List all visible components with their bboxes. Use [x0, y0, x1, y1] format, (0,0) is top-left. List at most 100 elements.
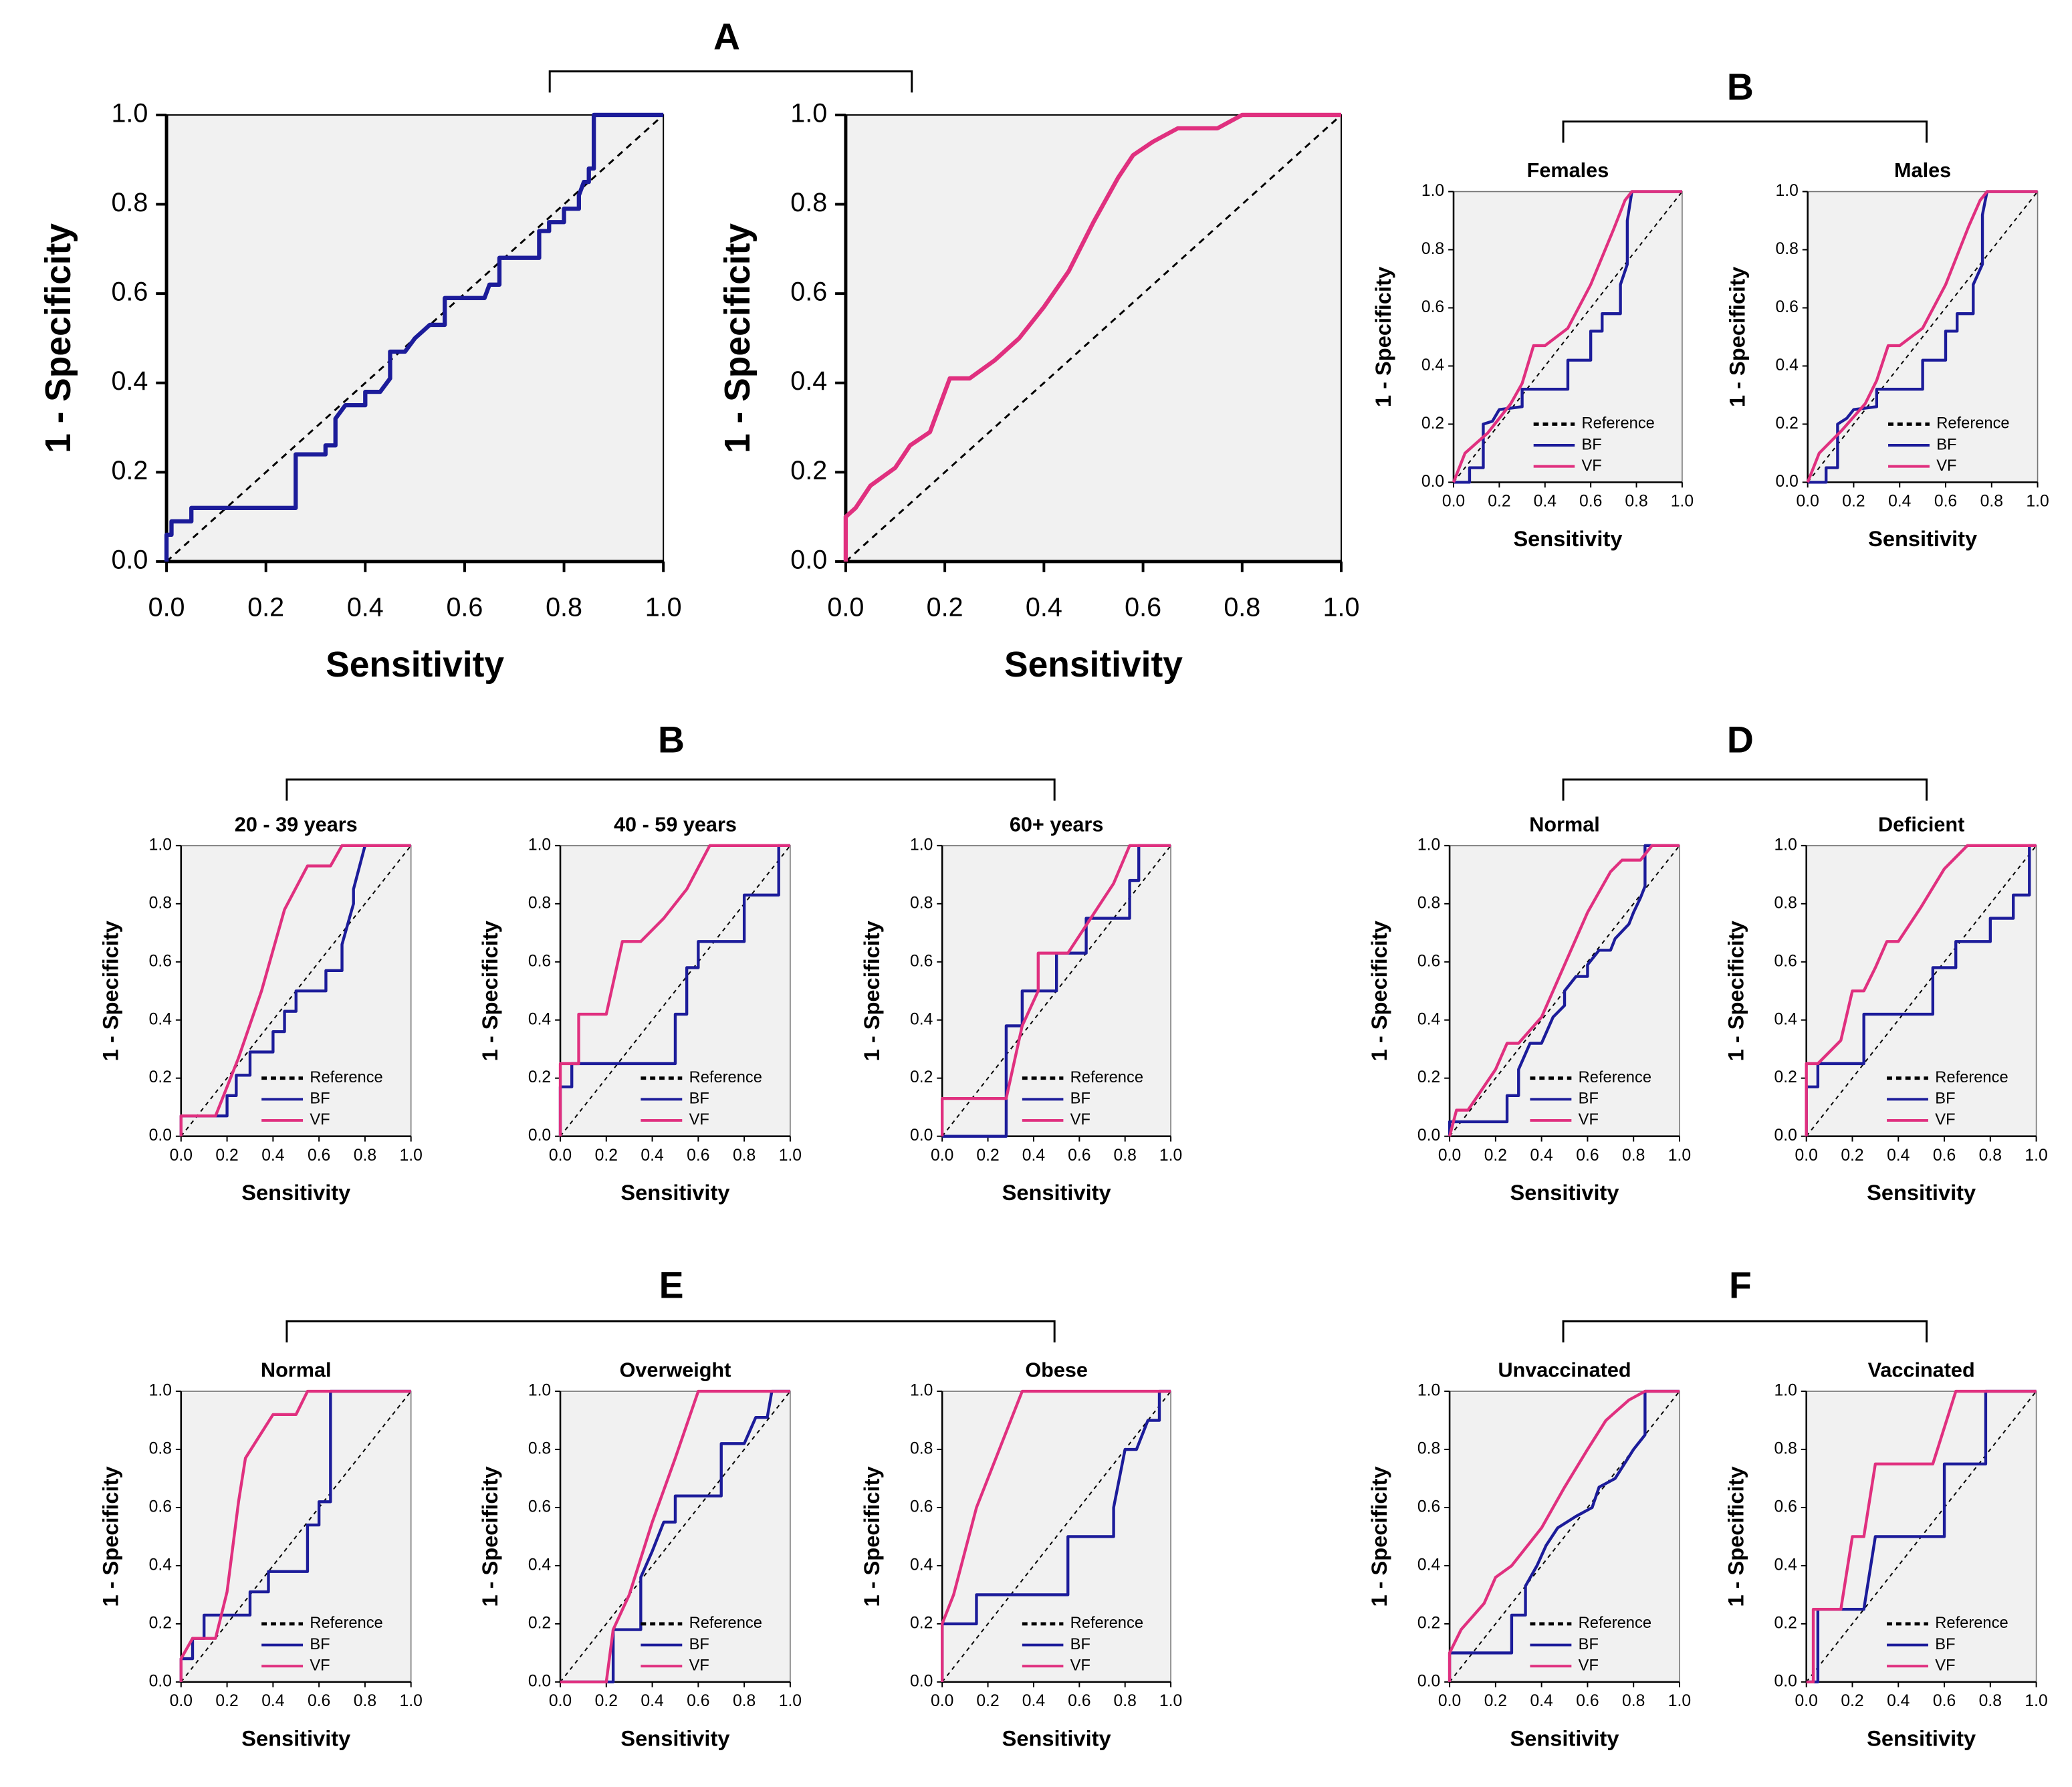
bracket	[548, 70, 913, 93]
x-tick-label: 0.4	[1534, 493, 1557, 511]
x-tick-label: 0.2	[595, 1147, 618, 1165]
legend-label: BF	[1070, 1090, 1090, 1108]
y-tick-label: 0.6	[1417, 1498, 1440, 1516]
x-tick-label: 0.2	[1841, 1692, 1863, 1710]
x-tick-label: 1.0	[779, 1147, 802, 1165]
reference-line	[181, 1391, 412, 1683]
legend-label: VF	[1579, 1657, 1599, 1674]
y-tick-label: 0.4	[1776, 356, 1799, 374]
y-tick-label: 0.0	[790, 545, 827, 574]
y-axis-label: 1 - Specificity	[859, 921, 884, 1061]
legend-label: BF	[1579, 1090, 1599, 1108]
bracket	[1562, 778, 1928, 801]
reference-line	[560, 1391, 791, 1683]
y-tick-label: 0.2	[1774, 1614, 1797, 1632]
y-tick-label: 0.4	[528, 1556, 551, 1574]
roc-curve	[942, 844, 1171, 1138]
x-tick-label: 0.0	[549, 1147, 572, 1165]
y-tick-label: 0.4	[910, 1010, 933, 1028]
y-tick-label: 0.2	[1417, 1614, 1440, 1632]
legend-label: VF	[689, 1111, 709, 1128]
y-axis-label: 1 - Specificity	[98, 1466, 123, 1606]
x-tick-label: 0.2	[1842, 493, 1865, 511]
y-tick-label: 0.0	[910, 1126, 933, 1145]
x-axis-label: Sensitivity	[620, 1725, 729, 1750]
x-tick-label: 0.2	[1841, 1147, 1863, 1165]
y-tick-label: 0.6	[149, 952, 172, 970]
x-tick-label: 1.0	[1671, 493, 1694, 511]
reference-line	[560, 845, 791, 1137]
y-tick-label: 0.2	[528, 1068, 551, 1086]
x-tick-label: 1.0	[645, 593, 682, 622]
roc-curve	[1805, 844, 2037, 1137]
legend-label: VF	[310, 1657, 330, 1674]
y-tick-label: 1.0	[910, 836, 933, 854]
x-axis-label: Sensitivity	[620, 1180, 729, 1205]
x-tick-label: 0.8	[354, 1692, 376, 1710]
legend-label: BF	[689, 1090, 709, 1108]
legend-label: BF	[310, 1090, 330, 1108]
bracket	[1562, 1320, 1928, 1342]
y-tick-label: 0.6	[1774, 952, 1797, 970]
x-tick-label: 0.0	[1795, 1692, 1818, 1710]
x-tick-label: 0.0	[1797, 493, 1819, 511]
x-tick-label: 0.0	[148, 593, 185, 622]
subplot-title: Males	[1894, 159, 1951, 182]
y-tick-label: 0.6	[910, 1498, 933, 1516]
y-tick-label: 0.6	[528, 952, 551, 970]
x-tick-label: 0.2	[247, 593, 284, 622]
legend-label: Reference	[1579, 1615, 1651, 1632]
y-tick-label: 0.0	[1421, 473, 1444, 491]
x-axis-label: Sensitivity	[1867, 1725, 1976, 1750]
x-tick-label: 0.4	[1530, 1147, 1552, 1165]
x-tick-label: 0.8	[1114, 1147, 1137, 1165]
roc-curve	[941, 844, 1171, 1137]
y-tick-label: 1.0	[528, 1382, 551, 1400]
y-axis-label: 1 - Specificity	[477, 1466, 502, 1606]
legend-label: VF	[1579, 1111, 1599, 1128]
subplot-title: 40 - 59 years	[614, 813, 737, 836]
x-tick-label: 0.2	[1488, 493, 1510, 511]
bracket	[285, 778, 1056, 801]
x-tick-label: 0.2	[595, 1692, 618, 1710]
x-tick-label: 0.6	[308, 1147, 330, 1165]
x-tick-label: 1.0	[2025, 1147, 2047, 1165]
x-axis-label: Sensitivity	[1513, 526, 1622, 551]
x-tick-label: 0.0	[827, 593, 864, 622]
y-tick-label: 0.6	[1421, 298, 1444, 316]
reference-line	[1453, 191, 1683, 483]
x-tick-label: 0.2	[976, 1147, 999, 1165]
panel-label: B	[1727, 66, 1754, 108]
x-tick-label: 0.6	[1934, 493, 1957, 511]
y-tick-label: 0.0	[1774, 1672, 1797, 1690]
y-tick-label: 1.0	[1421, 182, 1444, 200]
legend-label: VF	[689, 1657, 709, 1674]
x-tick-label: 0.8	[1114, 1692, 1137, 1710]
y-tick-label: 0.0	[1417, 1672, 1440, 1690]
x-tick-label: 0.0	[931, 1692, 953, 1710]
x-tick-label: 0.4	[1887, 1147, 1910, 1165]
roc-curve	[843, 112, 1342, 562]
y-tick-label: 0.2	[910, 1614, 933, 1632]
y-tick-label: 0.6	[149, 1498, 172, 1516]
legend-label: Reference	[1935, 1069, 2008, 1086]
y-tick-label: 0.4	[111, 366, 148, 396]
legend-label: VF	[1070, 1657, 1090, 1674]
x-tick-label: 0.4	[261, 1147, 284, 1165]
y-tick-label: 0.0	[1774, 1126, 1797, 1145]
y-tick-label: 0.8	[910, 894, 933, 912]
y-tick-label: 0.6	[111, 277, 148, 307]
y-tick-label: 1.0	[1776, 182, 1799, 200]
y-tick-label: 0.4	[1421, 356, 1444, 374]
x-tick-label: 0.4	[641, 1147, 663, 1165]
y-tick-label: 0.8	[528, 894, 551, 912]
legend-label: Reference	[689, 1615, 762, 1632]
x-axis-label: Sensitivity	[1002, 1725, 1111, 1750]
subplot-title: Females	[1527, 159, 1609, 182]
panel-label: D	[1727, 719, 1754, 760]
x-tick-label: 1.0	[1668, 1692, 1691, 1710]
legend-label: VF	[1935, 1657, 1955, 1674]
x-tick-label: 0.6	[687, 1692, 709, 1710]
roc-curve	[558, 844, 790, 1137]
y-axis-label: 1 - Specificity	[39, 223, 78, 453]
